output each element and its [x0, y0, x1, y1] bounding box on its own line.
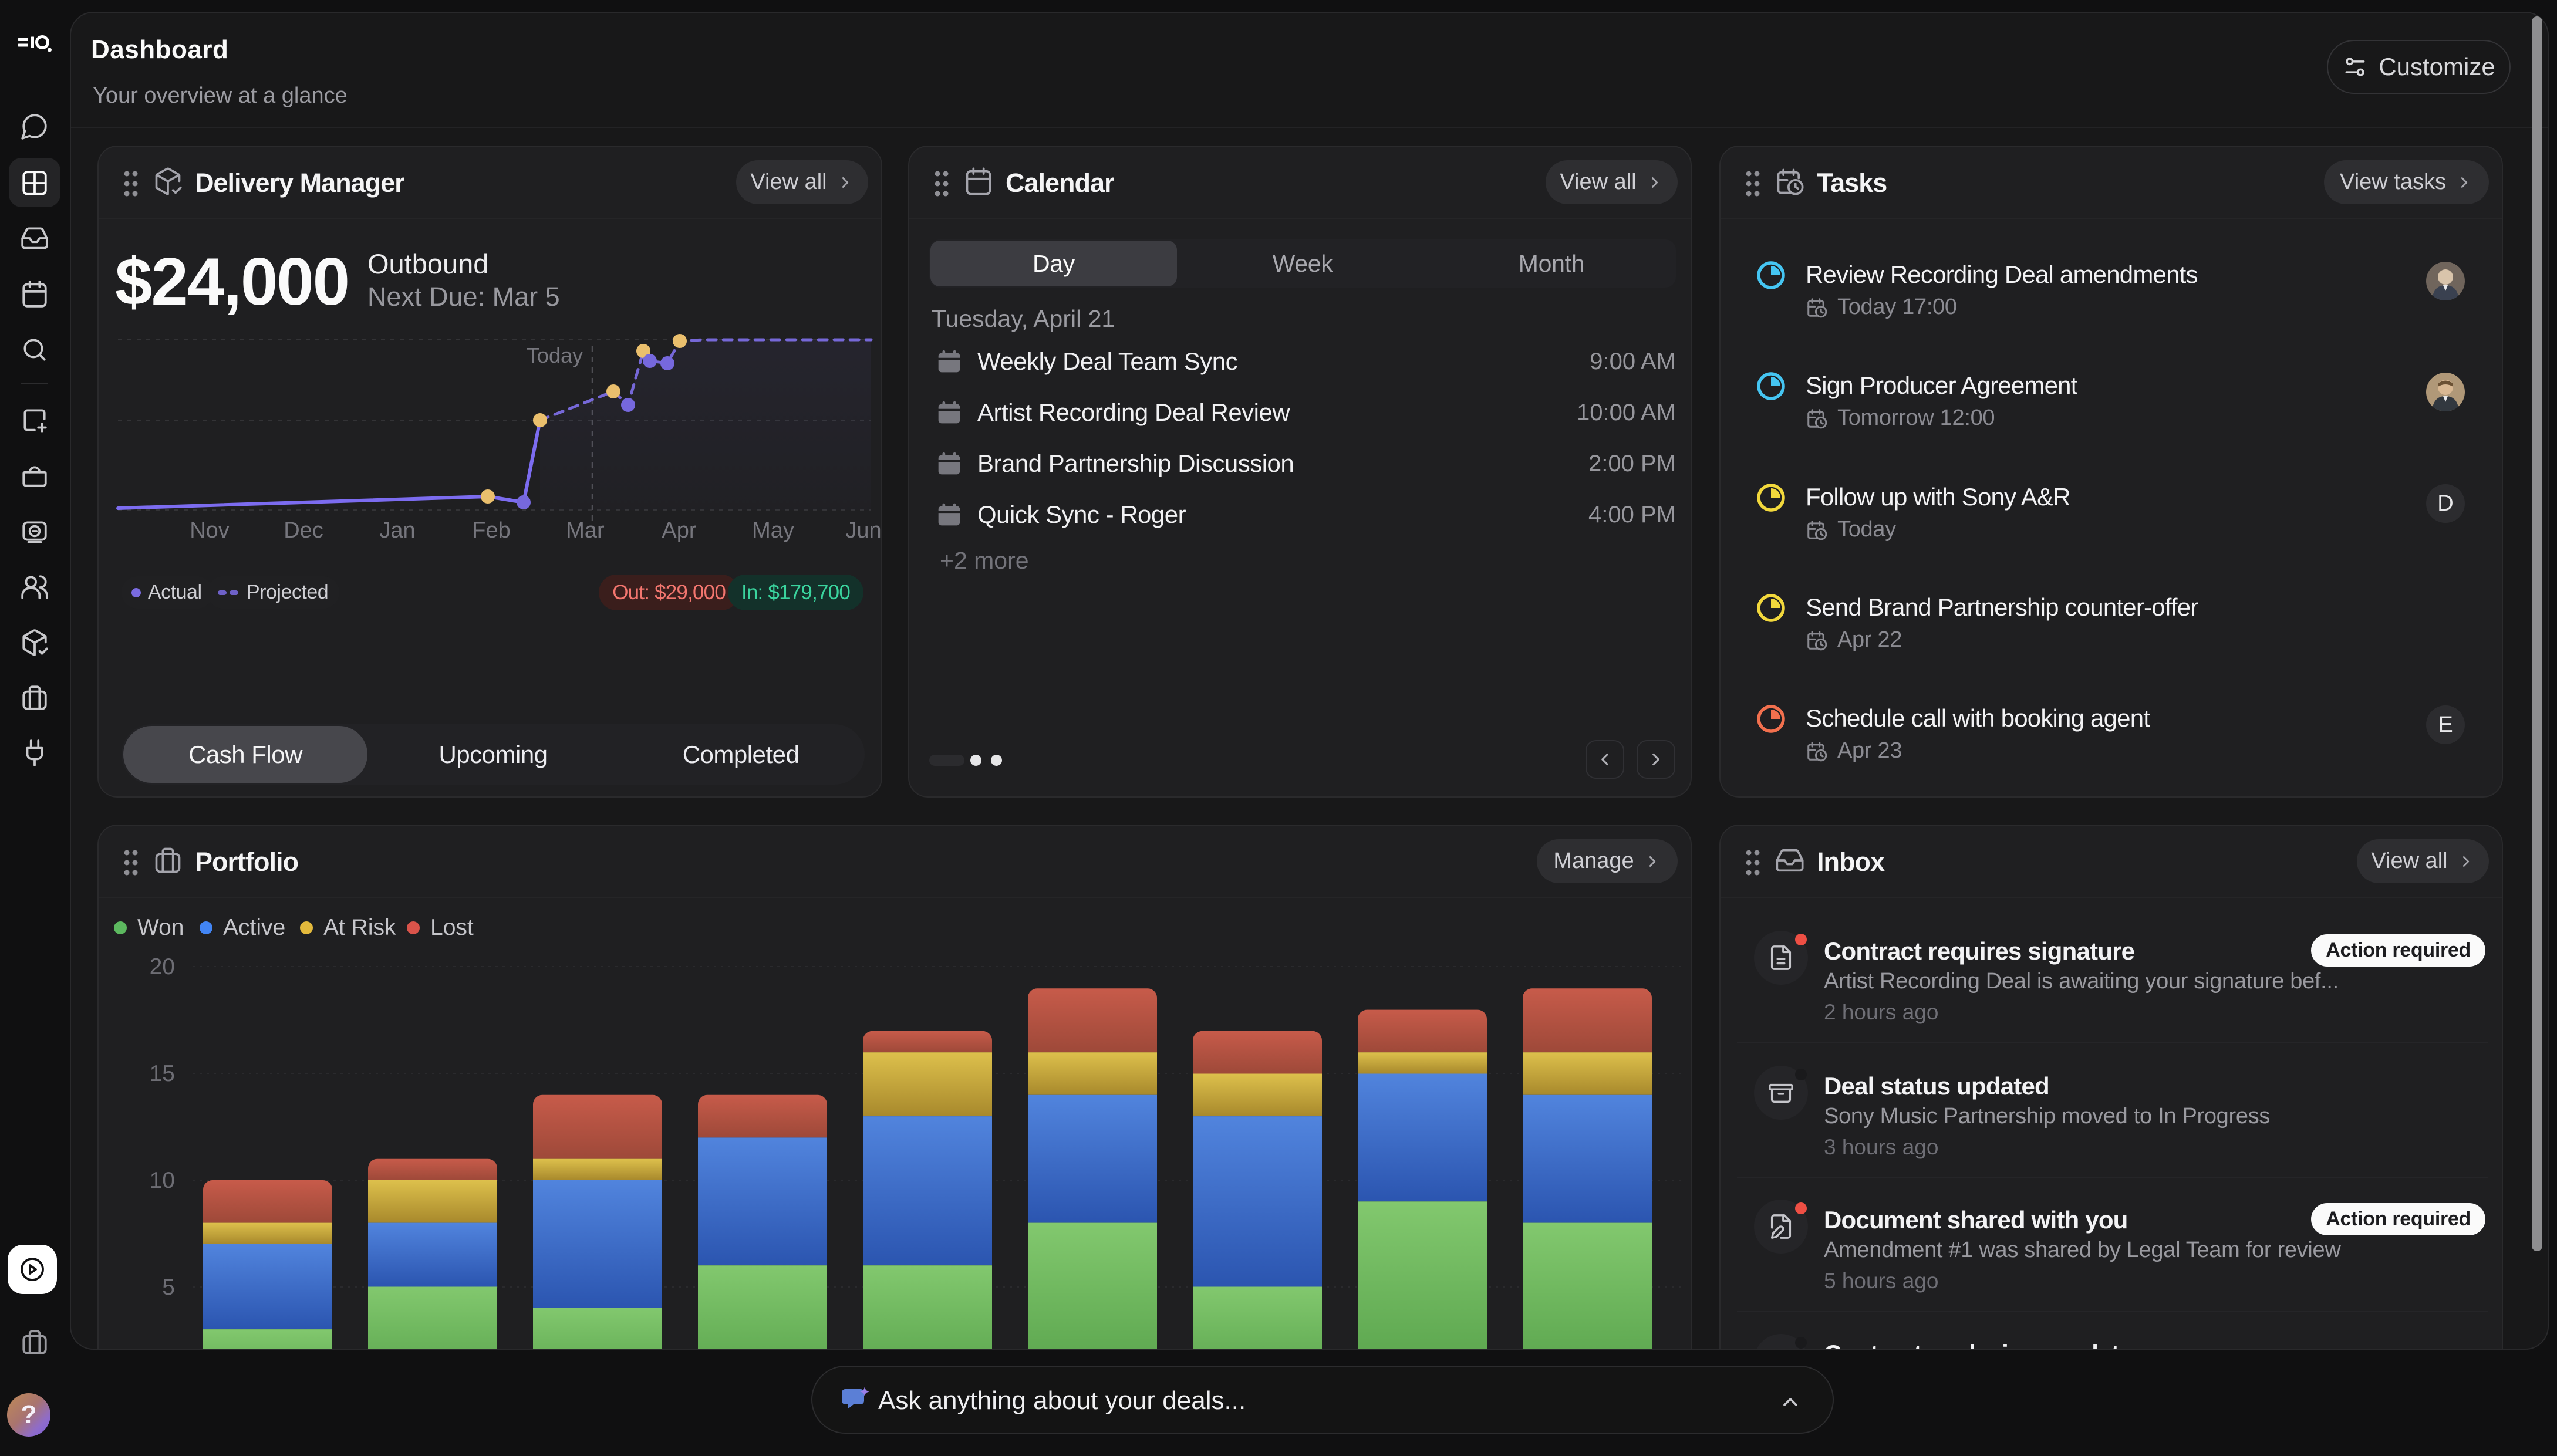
svg-text:Mar: Mar	[566, 518, 605, 543]
svg-text:15: 15	[150, 1061, 175, 1086]
svg-text:20: 20	[150, 954, 175, 979]
svg-text:Today: Today	[527, 343, 583, 367]
svg-text:Dec: Dec	[284, 518, 323, 543]
svg-text:Jun: Jun	[845, 518, 881, 543]
svg-text:Jan: Jan	[379, 518, 415, 543]
svg-text:Feb: Feb	[472, 518, 510, 543]
svg-text:May: May	[752, 518, 794, 543]
svg-text:Apr: Apr	[662, 518, 696, 543]
svg-text:5: 5	[162, 1275, 175, 1300]
svg-text:10: 10	[150, 1168, 175, 1193]
svg-text:Nov: Nov	[190, 518, 230, 543]
